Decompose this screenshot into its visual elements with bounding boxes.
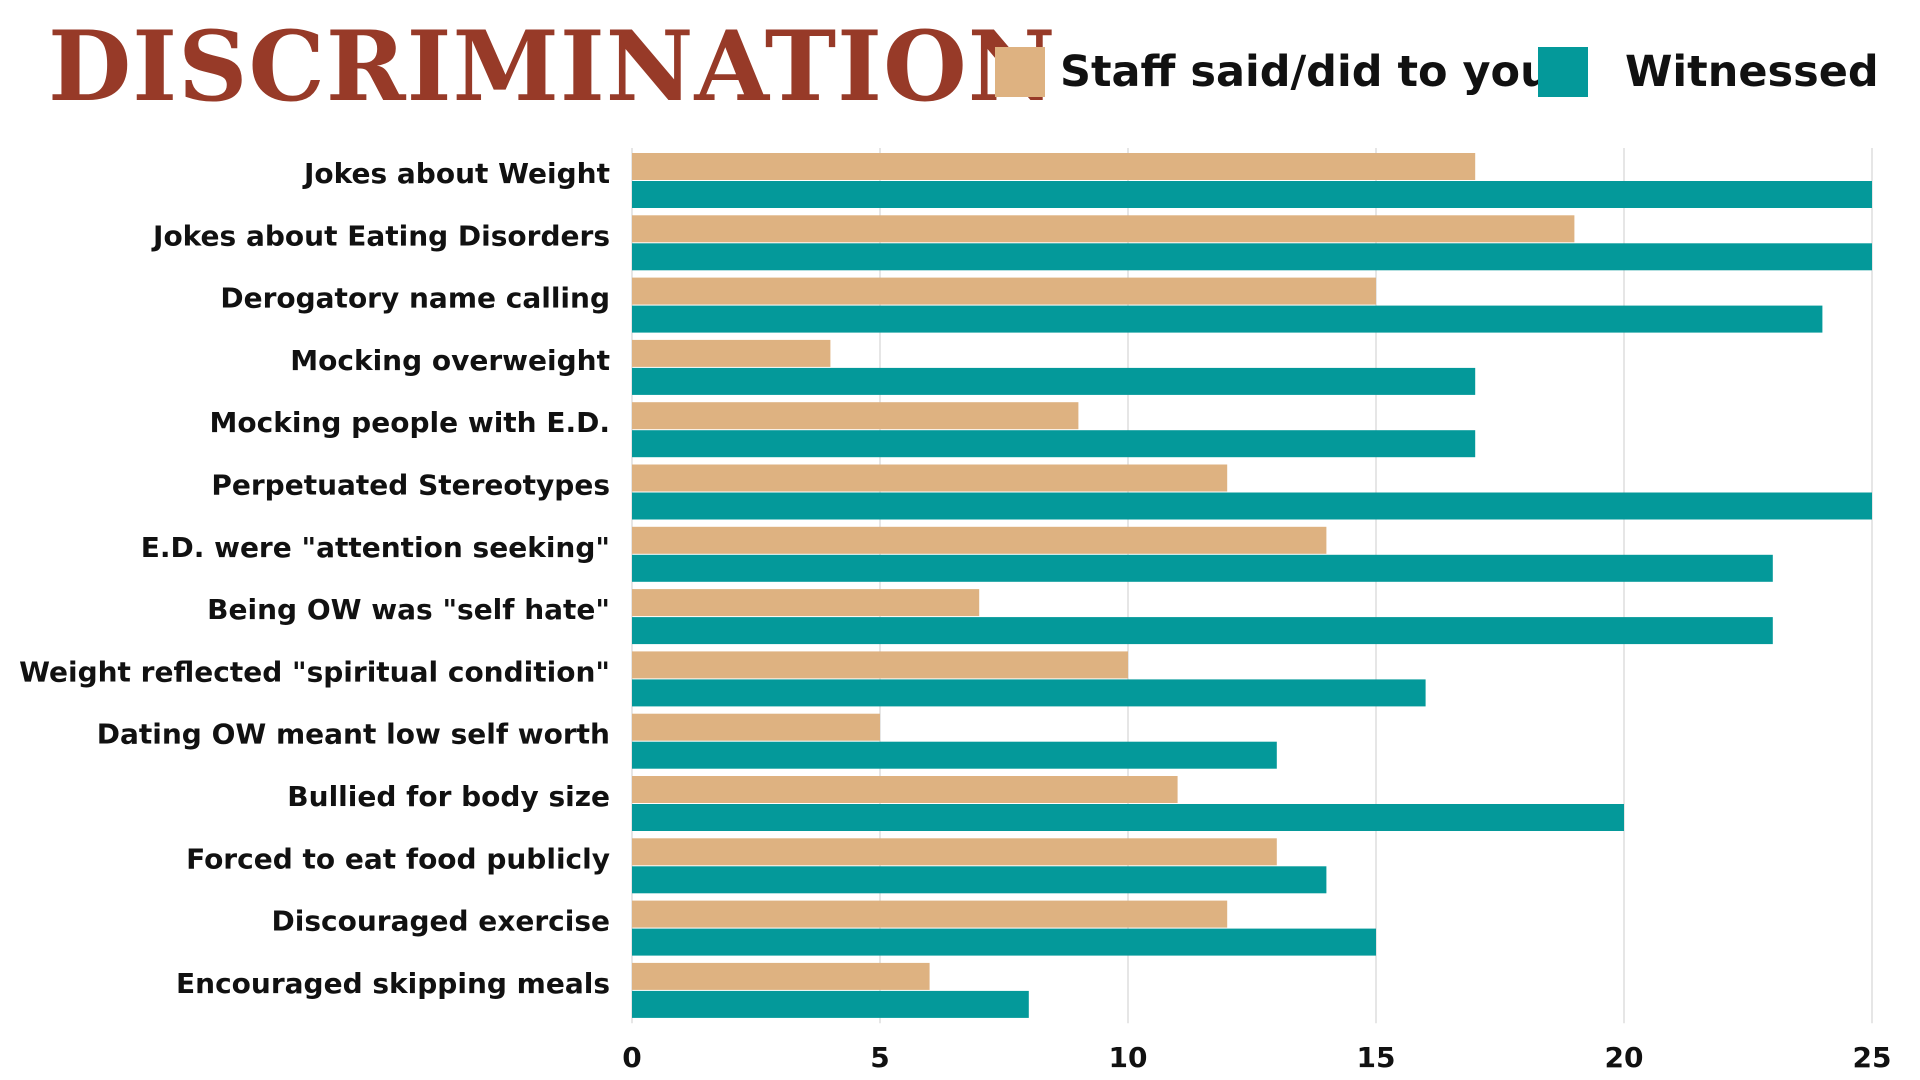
bar-witnessed-1 — [632, 243, 1872, 271]
category-label-6: E.D. were "attention seeking" — [141, 531, 610, 564]
bar-witnessed-4 — [632, 430, 1476, 458]
bar-staff-9 — [632, 713, 880, 741]
bar-staff-13 — [632, 962, 930, 990]
category-label-12: Discouraged exercise — [271, 905, 610, 938]
category-label-10: Bullied for body size — [287, 780, 610, 813]
category-label-4: Mocking people with E.D. — [210, 406, 610, 439]
category-label-8: Weight reflected "spiritual condition" — [19, 655, 610, 688]
bar-staff-8 — [632, 651, 1128, 679]
bar-witnessed-2 — [632, 305, 1823, 333]
bar-staff-6 — [632, 526, 1327, 554]
bar-staff-5 — [632, 464, 1228, 492]
category-label-13: Encouraged skipping meals — [176, 967, 610, 1000]
category-label-5: Perpetuated Stereotypes — [211, 469, 610, 502]
legend-swatch-staff — [995, 47, 1045, 97]
x-axis-ticks: 0 5 10 15 20 25 — [622, 1041, 1891, 1074]
bar-staff-12 — [632, 900, 1228, 928]
bar-witnessed-11 — [632, 866, 1327, 894]
category-label-9: Dating OW meant low self worth — [97, 718, 610, 751]
bar-witnessed-8 — [632, 679, 1426, 707]
category-labels: Jokes about Weight Jokes about Eating Dis… — [19, 157, 610, 1000]
chart-title: DISCRIMINATION — [48, 10, 1056, 123]
bar-witnessed-10 — [632, 804, 1624, 831]
legend-label-staff: Staff said/did to you — [1060, 47, 1551, 97]
category-label-11: Forced to eat food publicly — [186, 842, 610, 875]
x-tick-label-25: 25 — [1853, 1041, 1892, 1074]
bar-staff-3 — [632, 339, 831, 367]
bar-staff-10 — [632, 776, 1178, 803]
bar-staff-4 — [632, 402, 1079, 430]
bar-witnessed-13 — [632, 990, 1029, 1018]
x-tick-label-15: 15 — [1357, 1041, 1396, 1074]
category-label-0: Jokes about Weight — [302, 157, 610, 190]
category-label-3: Mocking overweight — [290, 344, 610, 377]
bar-staff-0 — [632, 153, 1476, 180]
bar-witnessed-0 — [632, 181, 1872, 208]
legend: Staff said/did to you Witnessed — [995, 47, 1879, 97]
bar-witnessed-12 — [632, 928, 1376, 956]
bar-witnessed-7 — [632, 617, 1773, 645]
bar-witnessed-5 — [632, 492, 1872, 520]
category-label-1: Jokes about Eating Disorders — [151, 219, 610, 252]
x-tick-label-5: 5 — [870, 1041, 889, 1074]
bar-staff-1 — [632, 215, 1575, 243]
bar-staff-2 — [632, 277, 1376, 305]
bar-staff-7 — [632, 589, 980, 617]
category-label-2: Derogatory name calling — [220, 282, 610, 315]
category-label-7: Being OW was "self hate" — [207, 593, 610, 626]
bar-witnessed-3 — [632, 367, 1476, 395]
x-tick-label-0: 0 — [622, 1041, 641, 1074]
bar-witnessed-9 — [632, 741, 1277, 769]
x-tick-label-10: 10 — [1109, 1041, 1148, 1074]
legend-label-witnessed: Witnessed — [1625, 47, 1879, 97]
bar-witnessed-6 — [632, 554, 1773, 582]
bar-staff-11 — [632, 838, 1277, 866]
legend-swatch-witnessed — [1538, 47, 1588, 97]
x-tick-label-20: 20 — [1605, 1041, 1644, 1074]
bars — [632, 153, 1872, 1018]
